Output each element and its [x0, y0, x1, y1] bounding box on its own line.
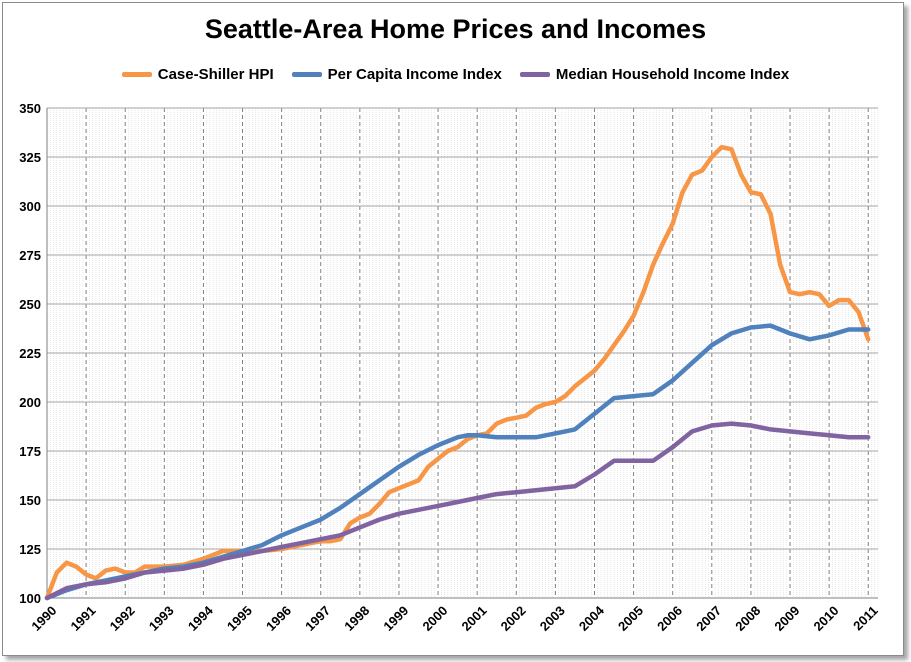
y-tick-label: 250 — [19, 297, 41, 312]
x-tick-label: 1998 — [341, 603, 372, 634]
x-tick-label: 2009 — [771, 603, 802, 634]
legend-swatch-case-shiller — [121, 72, 152, 77]
x-tick-label: 1996 — [263, 603, 294, 634]
x-tick-label: 2007 — [693, 603, 724, 634]
x-tick-label: 2005 — [615, 603, 646, 634]
legend-item-case-shiller: Case-Shiller HPI — [121, 66, 274, 83]
y-tick-label: 275 — [19, 248, 41, 263]
legend-swatch-median-household — [519, 72, 550, 77]
x-tick-label: 1994 — [185, 602, 217, 634]
y-tick-label: 100 — [19, 591, 41, 606]
y-tick-label: 125 — [19, 542, 41, 557]
y-tick-label: 200 — [19, 395, 41, 410]
chart-title: Seattle-Area Home Prices and Incomes — [204, 14, 707, 44]
x-tick-label: 2006 — [654, 603, 685, 634]
legend-item-median-household: Median Household Income Index — [519, 66, 790, 83]
x-tick-label: 1995 — [224, 603, 255, 634]
y-tick-label: 150 — [19, 493, 41, 508]
x-tick-label: 1997 — [302, 603, 333, 634]
x-tick-label: 1991 — [68, 603, 99, 634]
y-tick-label: 300 — [19, 199, 41, 214]
y-tick-label: 350 — [19, 101, 41, 116]
legend-swatch-per-capita — [291, 72, 322, 77]
y-tick-label: 175 — [19, 444, 41, 459]
legend-label-case-shiller: Case-Shiller HPI — [157, 66, 274, 83]
legend-label-per-capita: Per Capita Income Index — [327, 66, 502, 83]
x-tick-label: 2000 — [419, 603, 450, 634]
x-tick-label: 2011 — [850, 603, 881, 634]
x-tick-label: 2001 — [459, 603, 490, 634]
x-tick-label: 1999 — [380, 603, 411, 634]
x-tick-label: 2004 — [576, 602, 608, 634]
legend-label-median-household: Median Household Income Index — [555, 66, 790, 83]
chart-legend: Case-Shiller HPI Per Capita Income Index… — [0, 66, 911, 83]
x-tick-label: 2002 — [498, 603, 529, 634]
x-tick-label: 1990 — [28, 603, 59, 634]
x-tick-label: 1992 — [107, 603, 138, 634]
y-tick-label: 225 — [19, 346, 41, 361]
x-tick-label: 2008 — [732, 603, 763, 634]
x-tick-label: 2010 — [811, 603, 842, 634]
x-tick-label: 2003 — [537, 603, 568, 634]
series-line-2 — [44, 421, 871, 601]
legend-item-per-capita: Per Capita Income Index — [291, 66, 502, 83]
y-tick-label: 325 — [19, 150, 41, 165]
x-tick-label: 1993 — [146, 603, 177, 634]
